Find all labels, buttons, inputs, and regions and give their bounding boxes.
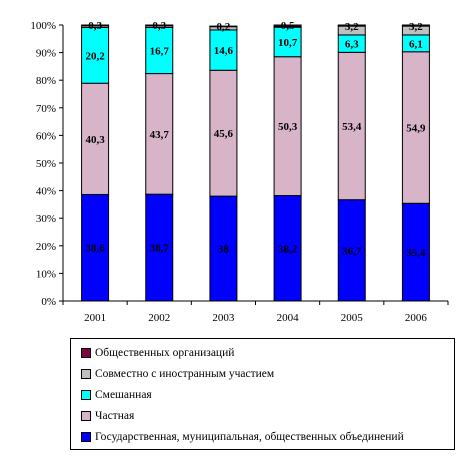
data-label: 38 [218, 244, 230, 256]
y-tick-label: 90% [36, 48, 56, 60]
data-label: 38,6 [85, 243, 105, 255]
y-tick-label: 20% [36, 241, 56, 253]
y-tick-label: 10% [36, 268, 56, 280]
x-tick-label: 2001 [84, 312, 106, 324]
bar-segment [81, 24, 110, 27]
legend-item: Совместно с иностранным участием [81, 367, 274, 381]
legend-swatch [81, 369, 91, 379]
legend-item: Смешанная [81, 388, 152, 402]
y-tick-label: 30% [36, 213, 56, 225]
data-label: 36,7 [342, 245, 362, 257]
chart-bars [81, 24, 430, 302]
bar-segment [81, 82, 110, 195]
data-label: 50,3 [278, 121, 298, 133]
legend-item: Государственная, муниципальная, обществе… [81, 430, 404, 444]
legend-label: Общественных организаций [95, 347, 235, 359]
legend-swatch [81, 432, 91, 442]
bar-segment [209, 69, 238, 197]
bar-segment [337, 24, 366, 27]
data-label: 3,2 [409, 21, 423, 33]
bar-segment [145, 73, 174, 195]
y-tick-label: 80% [36, 75, 56, 87]
y-tick-label: 50% [36, 158, 56, 170]
data-label: 38,7 [150, 243, 170, 255]
bar-segment [273, 56, 302, 197]
bar-segment [337, 51, 366, 201]
chart-data-labels: 38,6 40,3 20,2 0,3 38,7 43,7 16,7 0,3 38 45,6 14,6… [85, 20, 426, 259]
bar-segment [273, 195, 302, 302]
legend-label: Частная [95, 410, 135, 422]
bar-segment [401, 24, 430, 27]
legend-item: Частная [81, 409, 134, 423]
data-label: 16,7 [150, 46, 170, 58]
bar-segment [337, 199, 366, 302]
legend-label: Смешанная [95, 389, 152, 401]
chart-legend: Общественных организаций Совместно с инос… [70, 338, 455, 450]
legend-item: Общественных организаций [81, 346, 234, 360]
chart-axes: 0% 10% 20% 30% 40% 50% 60% 70% 80% 90% 100% 2001 200… [30, 20, 449, 324]
data-label: 0,3 [88, 20, 102, 32]
legend-label: Совместно с иностранным участием [95, 368, 275, 380]
x-tick-label: 2005 [341, 312, 364, 324]
data-label: 6,3 [345, 39, 359, 51]
legend-swatch [81, 390, 91, 400]
data-label: 14,6 [214, 45, 234, 57]
bar-segment [145, 26, 174, 75]
data-label: 6,1 [409, 38, 423, 50]
data-label: 0,5 [281, 20, 295, 32]
bar-segment [81, 26, 110, 84]
bar-segment [273, 26, 302, 58]
x-tick-label: 2002 [148, 312, 170, 324]
data-label: 35,4 [406, 247, 426, 259]
y-tick-label: 0% [41, 296, 56, 308]
y-tick-label: 100% [30, 20, 56, 32]
data-label: 43,7 [150, 129, 170, 141]
legend-swatch [81, 348, 91, 358]
legend-swatch [81, 411, 91, 421]
data-label: 53,4 [342, 121, 362, 133]
data-label: 0,2 [217, 21, 231, 33]
data-label: 0,3 [152, 20, 166, 32]
bar-segment [209, 25, 238, 28]
data-label: 10,7 [278, 37, 298, 49]
bar-segment [209, 195, 238, 302]
y-tick-label: 60% [36, 130, 56, 142]
y-tick-label: 40% [36, 186, 56, 198]
x-tick-label: 2003 [212, 312, 235, 324]
data-label: 45,6 [214, 128, 234, 140]
data-label: 54,9 [406, 123, 426, 135]
data-label: 38,2 [278, 243, 298, 255]
data-label: 40,3 [85, 134, 105, 146]
x-tick-label: 2006 [405, 312, 428, 324]
x-tick-label: 2004 [277, 312, 300, 324]
bar-segment [273, 24, 302, 27]
data-label: 20,2 [85, 50, 105, 62]
data-label: 3,2 [345, 21, 359, 33]
legend-label: Государственная, муниципальная, обществе… [95, 431, 404, 443]
y-tick-label: 70% [36, 103, 56, 115]
bar-segment [145, 193, 174, 302]
bar-segment [401, 51, 430, 204]
stacked-bar-chart: 0% 10% 20% 30% 40% 50% 60% 70% 80% 90% 100% 2001 200… [30, 20, 449, 324]
bar-segment [145, 24, 174, 27]
